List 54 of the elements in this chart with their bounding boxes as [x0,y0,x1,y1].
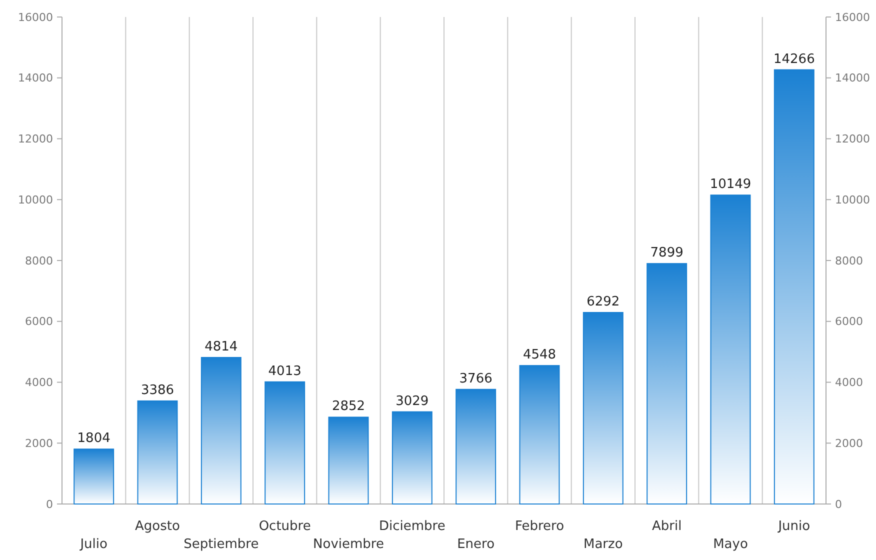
bar [710,194,751,504]
y-tick-label: 14000 [18,72,53,85]
y2-tick-label: 16000 [835,10,870,24]
data-label: 4814 [204,339,238,354]
data-label: 4548 [522,348,556,363]
x-tick-label: Octubre [258,519,311,534]
bar [137,400,178,504]
bar [774,69,814,504]
bar [264,381,306,504]
y-tick-label: 10000 [18,193,53,206]
x-tick-label: Febrero [514,519,564,534]
y2-tick-label: 12000 [835,132,870,146]
y2-tick-label: 14000 [835,72,870,85]
y-tick-label: 2000 [25,436,53,450]
bar [646,263,688,504]
bar [74,448,114,504]
x-tick-label: Enero [457,537,495,552]
y2-tick-label: 4000 [835,376,863,390]
x-tick-label: Noviembre [313,537,384,552]
bar [582,312,624,504]
bar [392,411,432,504]
x-tick-label: Julio [79,537,108,552]
y2-tick-label: 2000 [835,436,863,450]
y-tick-label: 16000 [18,10,53,24]
y2-tick-label: 0 [835,498,842,511]
data-label: 4013 [268,364,302,379]
y2-tick-label: 8000 [835,254,863,268]
y2-tick-label: 10000 [835,193,870,206]
x-tick-label: Abril [652,519,682,534]
x-tick-label: Agosto [135,519,180,534]
x-tick-label: Mayo [713,537,748,552]
data-label: 3386 [140,382,174,398]
bar [456,388,496,504]
bar [519,365,560,504]
y-tick-label: 4000 [25,376,53,390]
y-tick-label: 8000 [25,254,53,268]
data-label: 3766 [459,371,492,386]
data-label: 1804 [77,431,110,446]
bar [200,356,242,504]
y2-tick-label: 6000 [835,315,863,328]
data-label: 14266 [773,52,815,67]
x-tick-label: Junio [777,519,810,534]
y-tick-label: 12000 [18,132,53,146]
data-label: 2852 [332,399,366,414]
x-tick-label: Septiembre [184,537,259,552]
bar [328,416,369,504]
y-tick-label: 0 [46,498,53,511]
data-label: 10149 [710,177,752,192]
y-tick-label: 6000 [25,315,53,328]
x-tick-label: Marzo [584,537,623,552]
data-label: 3029 [396,394,429,409]
data-label: 6292 [586,294,620,310]
x-tick-label: Diciembre [378,519,446,534]
data-label: 7899 [650,246,684,261]
